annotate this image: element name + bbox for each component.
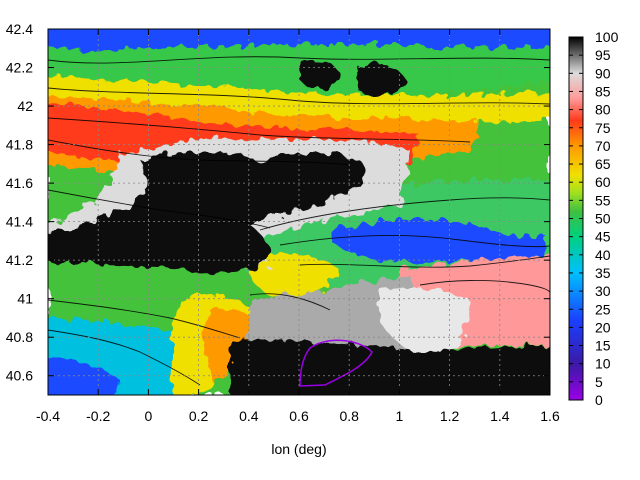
colorbar-tick-label: 40 — [595, 247, 611, 263]
colorbar-tick-label: 20 — [595, 319, 611, 335]
grid-lines — [48, 29, 550, 395]
x-tick-label: 1.6 — [540, 408, 560, 424]
colorbar-tick-label: 75 — [595, 120, 611, 136]
y-tick-label: 41.4 — [6, 214, 33, 230]
region-blackspot-northeast — [355, 64, 405, 96]
x-tick-label: 0 — [145, 408, 153, 424]
x-tick-label: 1 — [396, 408, 404, 424]
colorbar-tick-label: 85 — [595, 83, 611, 99]
y-tick-label: 42.2 — [6, 60, 33, 76]
x-tick-label: 0.8 — [339, 408, 359, 424]
colorbar-tick-label: 15 — [595, 338, 611, 354]
region-yellow-center — [248, 253, 340, 297]
y-tick-label: 41.2 — [6, 252, 33, 268]
y-tick-label: 41.6 — [6, 175, 33, 191]
contour-lines — [48, 56, 550, 386]
colorbar-tick-label: 70 — [595, 138, 611, 154]
region-blue-southwest — [48, 358, 120, 395]
region-purple-minimum — [299, 339, 373, 387]
region-blue-center-east — [330, 218, 545, 262]
y-tick-label: 40.6 — [6, 368, 33, 384]
x-tick-label: 1.2 — [440, 408, 460, 424]
colorbar-tick-label: 80 — [595, 102, 611, 118]
colorbar-tick-label: 5 — [595, 374, 603, 390]
colorbar-tick-label: 100 — [595, 29, 619, 45]
colorbar-tick-label: 0 — [595, 392, 603, 408]
region-blackspot-north — [300, 58, 339, 89]
colorbar-tick-label: 30 — [595, 283, 611, 299]
colorbar-tick-label: 10 — [595, 356, 611, 372]
region-white-southeast — [380, 288, 470, 360]
colorbar-tick-label: 50 — [595, 211, 611, 227]
colorbar-tick-label: 45 — [595, 229, 611, 245]
colorbar-tick-label: 35 — [595, 265, 611, 281]
colorbar-tick-label: 95 — [595, 47, 611, 63]
colorbar-ticks: 0 5 10 15 20 25 30 35 40 45 50 55 60 65 70 75 80 85 90 95 10… — [569, 29, 619, 408]
y-tick-label: 41.8 — [6, 137, 33, 153]
y-axis: 40.6 40.8 41 41.2 41.4 41.6 41.8 42 42.2 42.4 — [6, 21, 550, 384]
y-tick-label: 42.4 — [6, 21, 33, 37]
colorbar-tick-label: 65 — [595, 156, 611, 172]
heatmap-field — [48, 29, 550, 395]
colorbar-tick-label: 60 — [595, 174, 611, 190]
x-axis: -0.4 -0.2 0 0.2 0.4 0.6 0.8 1 1.2 1.4 1.6 — [36, 29, 560, 424]
region-black-southeast — [230, 339, 550, 395]
x-tick-label: 0.4 — [239, 408, 259, 424]
y-tick-label: 41 — [17, 291, 33, 307]
y-tick-label: 40.8 — [6, 329, 33, 345]
region-dark-central — [48, 151, 364, 273]
x-tick-label: 0.2 — [189, 408, 209, 424]
colorbar-tick-label: 90 — [595, 65, 611, 81]
colorbar-tick-label: 55 — [595, 192, 611, 208]
x-tick-label: -0.4 — [36, 408, 60, 424]
colorbar-tick-label: 25 — [595, 301, 611, 317]
x-axis-label: lon (deg) — [271, 441, 326, 457]
y-tick-label: 42 — [17, 98, 33, 114]
x-tick-label: 1.4 — [490, 408, 510, 424]
x-tick-label: 0.6 — [289, 408, 309, 424]
x-tick-label: -0.2 — [86, 408, 110, 424]
